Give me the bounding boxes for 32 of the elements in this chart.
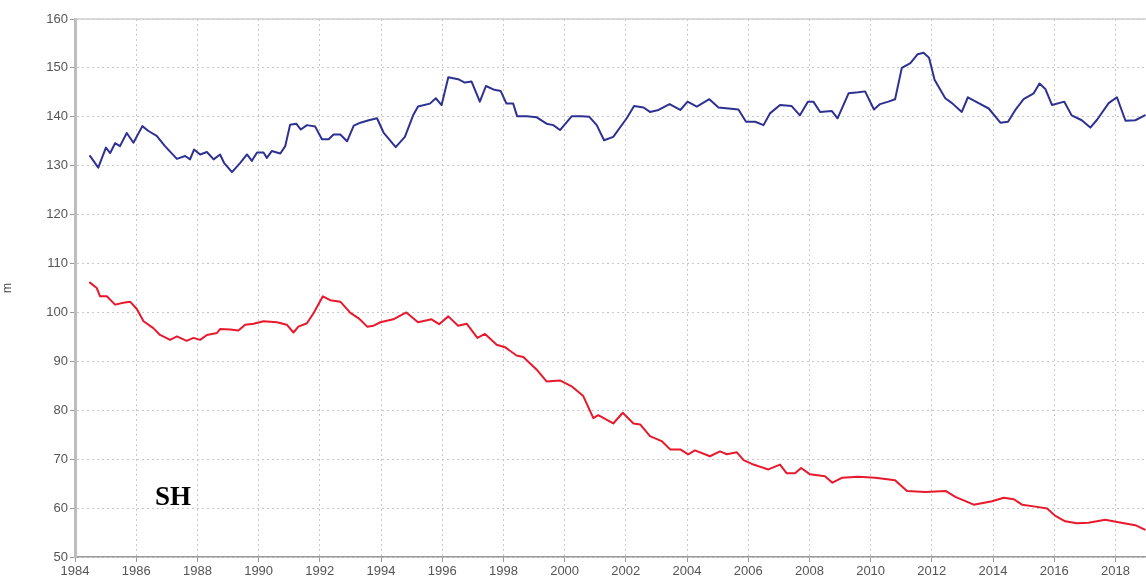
x-tick-label: 2000	[550, 563, 580, 579]
x-tick-label: 2016	[1039, 563, 1069, 579]
y-tick-label: 80	[53, 401, 68, 417]
y-tick-label: 90	[53, 352, 68, 368]
y-tick-label: 150	[46, 59, 68, 75]
y-axis-title: m	[0, 283, 14, 293]
y-tick-label: 140	[46, 108, 68, 124]
x-tick-label: 2012	[917, 563, 947, 579]
y-tick-label: 110	[47, 255, 68, 271]
x-tick-label: 2010	[856, 563, 886, 579]
y-tick-label: 100	[46, 304, 68, 320]
x-tick-label: 1994	[366, 563, 396, 579]
x-tick-label: 1998	[488, 563, 518, 579]
x-tick-label: 1992	[305, 563, 335, 579]
y-tick-label: 50	[53, 548, 68, 564]
x-tick-label: 2002	[611, 563, 641, 579]
x-tick-label: 2004	[672, 563, 702, 579]
x-tick-label: 1988	[182, 563, 212, 579]
y-tick-label: 60	[53, 499, 68, 515]
x-tick-label: 2018	[1100, 563, 1130, 579]
x-tick-label: 1984	[60, 563, 90, 579]
annotation: SH	[154, 480, 192, 511]
x-tick-label: 2006	[733, 563, 763, 579]
x-tick-label: 1990	[244, 563, 274, 579]
y-tick-label: 120	[46, 206, 68, 222]
x-tick-label: 2008	[794, 563, 824, 579]
x-tick-label: 1996	[427, 563, 457, 579]
x-tick-label: 1986	[121, 563, 151, 579]
y-tick-label: 70	[53, 450, 68, 466]
y-tick-label: 130	[46, 157, 68, 173]
x-tick-label: 2014	[978, 563, 1008, 579]
y-tick-label: 160	[46, 10, 68, 26]
